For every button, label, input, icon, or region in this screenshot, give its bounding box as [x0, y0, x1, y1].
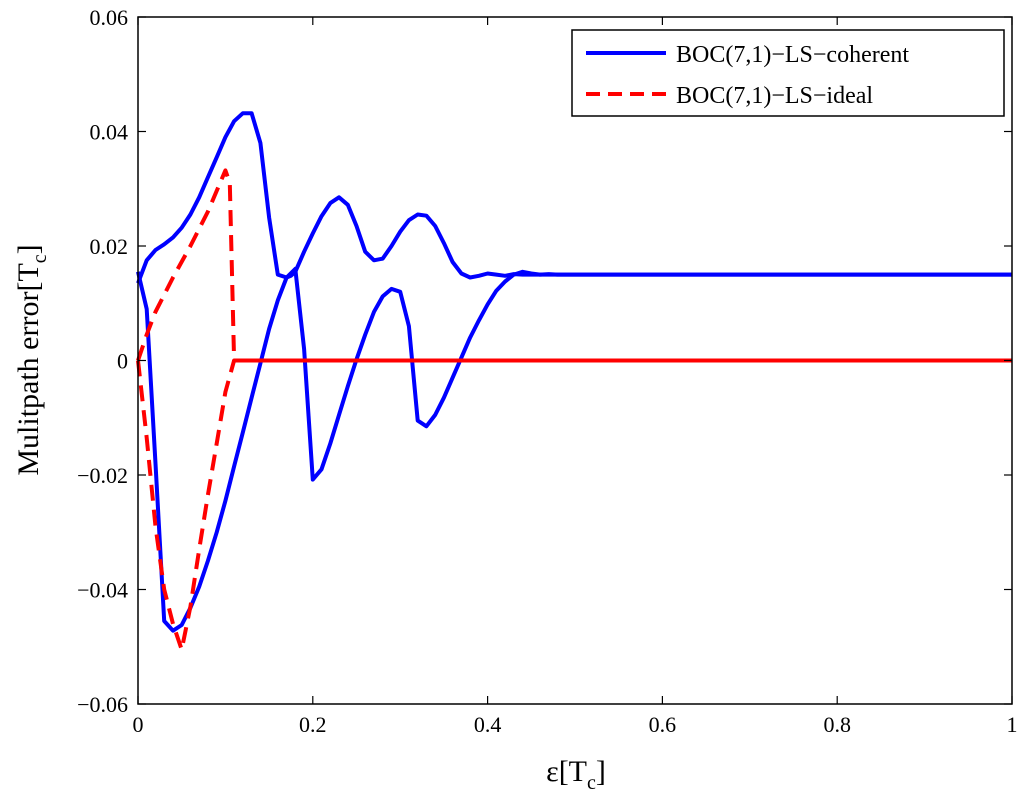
- y-tick-label: −0.04: [77, 578, 128, 603]
- x-tick-label: 0.6: [649, 712, 677, 737]
- series-ideal-upper-line: [136, 168, 1012, 363]
- x-axis-label-close: ]: [596, 755, 606, 788]
- y-tick-label: 0.04: [90, 120, 129, 145]
- series-ideal: [136, 168, 1012, 652]
- x-tick-label: 0.8: [823, 712, 851, 737]
- y-tick-label: 0.06: [90, 5, 129, 30]
- y-axis-label-close: ]: [12, 244, 45, 254]
- x-axis-label: ε[Tc]: [546, 755, 606, 794]
- y-tick-label: 0.02: [90, 234, 129, 259]
- y-tick-label: −0.06: [77, 692, 128, 717]
- series-ideal-lower-line: [136, 358, 1012, 652]
- legend: BOC(7,1)−LS−coherent BOC(7,1)−LS−ideal: [571, 29, 1005, 117]
- legend-box: [571, 29, 1005, 117]
- x-axis-label-main: ε[T: [546, 755, 587, 788]
- x-tick-label: 0: [133, 712, 144, 737]
- y-axis-label-main: Mulitpath error[T: [12, 263, 45, 475]
- x-tick-label: 1: [1007, 712, 1018, 737]
- y-axis-label: Mulitpath error[Tc]: [12, 244, 51, 475]
- series-layer: [136, 111, 1012, 652]
- y-axis-label-sub: c: [29, 254, 51, 263]
- y-tick-label: 0: [117, 349, 128, 374]
- series-coherent-lower-line: [136, 266, 1012, 633]
- legend-coherent-label: BOC(7,1)−LS−coherent: [676, 42, 909, 68]
- x-tick-label: 0.4: [474, 712, 502, 737]
- series-coherent: [136, 111, 1012, 633]
- x-axis-label-sub: c: [587, 772, 596, 794]
- ticks-layer: 0 0.2 0.4 0.6 0.8 1 −0.06 −0.04 −0.02 0 0.02 0.04 0.…: [77, 5, 1017, 737]
- y-tick-label: −0.02: [77, 463, 128, 488]
- x-tick-label: 0.2: [299, 712, 327, 737]
- legend-ideal-label: BOC(7,1)−LS−ideal: [676, 83, 873, 109]
